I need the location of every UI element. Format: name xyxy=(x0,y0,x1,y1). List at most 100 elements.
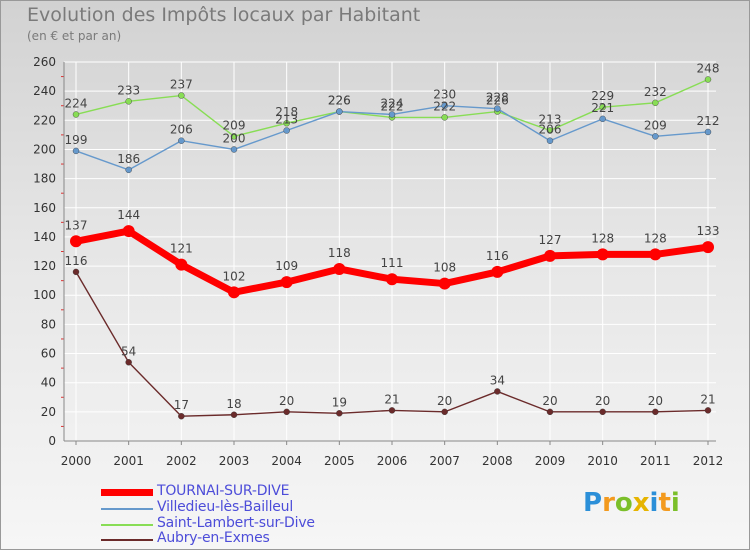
y-tick-label: 160 xyxy=(33,201,56,215)
data-label: 213 xyxy=(275,113,298,127)
data-point xyxy=(544,249,556,262)
data-point xyxy=(491,265,504,278)
logo-letter: o xyxy=(614,488,633,518)
data-label: 111 xyxy=(381,256,404,270)
logo-letter: i xyxy=(670,488,680,518)
data-point xyxy=(178,413,185,420)
axes: 0204060801001201401601802002202402602000… xyxy=(33,55,723,468)
data-point xyxy=(178,137,185,144)
y-tick-label: 20 xyxy=(41,405,56,419)
data-point xyxy=(125,166,132,174)
data-label: 186 xyxy=(117,152,140,166)
data-label: 209 xyxy=(223,118,246,132)
data-point xyxy=(283,120,290,127)
data-label: 226 xyxy=(328,94,351,108)
data-label: 121 xyxy=(170,242,193,256)
y-tick-label: 80 xyxy=(41,317,56,331)
data-label: 20 xyxy=(437,394,452,408)
legend-label-saint-lambert: Saint-Lambert-sur-Dive xyxy=(157,515,315,531)
data-point xyxy=(546,408,554,416)
data-label: 228 xyxy=(486,91,509,105)
x-tick-label: 2011 xyxy=(640,454,671,468)
data-label: 137 xyxy=(65,218,88,232)
data-label: 209 xyxy=(644,118,667,132)
data-point xyxy=(702,241,714,254)
data-label: 20 xyxy=(648,394,663,408)
data-label: 127 xyxy=(539,233,562,247)
legend-label-aubry: Aubry-en-Exmes xyxy=(157,530,270,546)
data-point xyxy=(283,127,290,134)
data-point xyxy=(599,103,606,111)
data-point xyxy=(72,147,80,155)
data-point xyxy=(649,248,662,261)
data-label: 232 xyxy=(644,85,667,99)
chart-subtitle: (en € et par an) xyxy=(27,29,122,43)
data-label: 21 xyxy=(384,392,399,406)
data-label: 108 xyxy=(433,261,456,275)
data-point xyxy=(122,225,135,238)
series-lines xyxy=(70,76,714,420)
y-tick-label: 200 xyxy=(33,142,56,156)
data-point xyxy=(441,102,448,109)
data-point xyxy=(228,286,240,299)
data-point xyxy=(72,268,80,276)
y-tick-label: 0 xyxy=(48,434,56,448)
data-label: 128 xyxy=(591,231,614,245)
logo-letter: t xyxy=(658,488,671,518)
y-tick-label: 240 xyxy=(33,84,56,98)
data-point xyxy=(704,407,712,414)
data-label: 206 xyxy=(170,123,193,137)
legend-swatch-aubry xyxy=(101,539,153,541)
legend-swatch-villedieu xyxy=(101,508,153,510)
x-tick-label: 2002 xyxy=(166,454,197,468)
data-point xyxy=(441,408,448,416)
data-label: 54 xyxy=(121,344,136,358)
data-label: 218 xyxy=(275,105,298,119)
y-tick-label: 220 xyxy=(33,113,56,127)
data-point xyxy=(388,407,396,414)
proxiti-logo: Proxiti xyxy=(583,488,680,518)
y-tick-label: 140 xyxy=(33,230,56,244)
data-point xyxy=(333,262,346,275)
data-point xyxy=(438,277,451,290)
x-tick-label: 2000 xyxy=(61,454,92,468)
data-label: 20 xyxy=(542,394,557,408)
x-tick-label: 2004 xyxy=(271,454,302,468)
data-label: 21 xyxy=(700,392,715,406)
data-label: 102 xyxy=(223,269,246,283)
x-tick-label: 2007 xyxy=(429,454,460,468)
data-label: 34 xyxy=(490,373,505,387)
y-tick-label: 260 xyxy=(33,55,56,69)
data-label: 212 xyxy=(697,114,720,128)
x-tick-label: 2003 xyxy=(219,454,250,468)
data-label: 128 xyxy=(644,231,667,245)
legend-label-tournai: TOURNAI-SUR-DIVE xyxy=(157,483,290,499)
data-label: 116 xyxy=(486,249,509,263)
data-label: 222 xyxy=(381,99,404,113)
x-tick-label: 2012 xyxy=(693,454,724,468)
data-point xyxy=(230,411,238,418)
data-point xyxy=(280,276,293,289)
data-label: 206 xyxy=(539,123,562,137)
data-label: 20 xyxy=(595,394,610,408)
data-point xyxy=(230,133,238,140)
data-label: 222 xyxy=(433,99,456,113)
data-point xyxy=(386,273,398,286)
y-tick-label: 120 xyxy=(33,259,56,273)
data-point xyxy=(704,128,712,136)
data-point xyxy=(70,235,82,248)
data-label: 118 xyxy=(328,246,351,260)
legend-swatch-tournai xyxy=(101,489,153,496)
data-point xyxy=(230,146,238,153)
x-tick-label: 2010 xyxy=(587,454,618,468)
data-point xyxy=(441,114,448,121)
data-label: 237 xyxy=(170,78,193,92)
data-label: 109 xyxy=(275,259,298,273)
y-tick-label: 100 xyxy=(33,288,56,302)
data-point xyxy=(596,248,609,261)
data-label: 200 xyxy=(223,131,246,145)
data-point xyxy=(336,108,343,115)
data-label: 199 xyxy=(65,133,88,147)
